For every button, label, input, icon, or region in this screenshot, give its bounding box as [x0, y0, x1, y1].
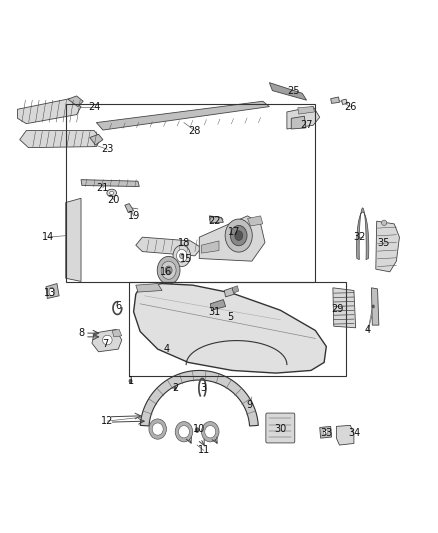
Text: 26: 26 — [344, 102, 357, 111]
Polygon shape — [320, 426, 332, 438]
Ellipse shape — [201, 422, 219, 442]
Ellipse shape — [323, 430, 328, 435]
Ellipse shape — [372, 305, 374, 308]
Text: 21: 21 — [97, 183, 109, 192]
Polygon shape — [125, 204, 134, 213]
Text: 1: 1 — [128, 376, 134, 386]
Ellipse shape — [195, 427, 199, 433]
Text: 32: 32 — [353, 232, 365, 242]
Polygon shape — [199, 216, 265, 261]
FancyBboxPatch shape — [266, 413, 295, 443]
Ellipse shape — [174, 386, 177, 390]
Bar — [66, 104, 315, 282]
Ellipse shape — [235, 231, 243, 240]
Text: 24: 24 — [88, 102, 100, 111]
Ellipse shape — [178, 425, 189, 438]
Ellipse shape — [381, 220, 387, 225]
Text: 25: 25 — [287, 86, 300, 95]
Text: 3: 3 — [201, 383, 207, 393]
Text: 20: 20 — [108, 195, 120, 205]
Ellipse shape — [102, 335, 112, 345]
Polygon shape — [68, 96, 83, 107]
Polygon shape — [371, 288, 379, 325]
Polygon shape — [136, 237, 201, 256]
Text: 5: 5 — [227, 312, 233, 322]
Bar — [129, 282, 346, 376]
Text: 4: 4 — [163, 344, 170, 354]
Ellipse shape — [161, 261, 176, 279]
Ellipse shape — [175, 422, 193, 442]
Polygon shape — [376, 221, 399, 272]
Polygon shape — [81, 180, 139, 187]
Polygon shape — [287, 107, 320, 129]
Text: 15: 15 — [180, 254, 192, 263]
Polygon shape — [134, 284, 326, 373]
Ellipse shape — [165, 266, 172, 274]
Ellipse shape — [173, 245, 191, 266]
Text: 35: 35 — [377, 238, 389, 247]
Text: 13: 13 — [44, 288, 57, 298]
Polygon shape — [247, 216, 263, 226]
Polygon shape — [18, 99, 81, 124]
Ellipse shape — [157, 256, 180, 284]
Polygon shape — [333, 288, 356, 328]
Polygon shape — [140, 370, 258, 426]
Text: 22: 22 — [208, 216, 221, 226]
Polygon shape — [112, 329, 122, 337]
Text: 8: 8 — [78, 328, 84, 338]
Polygon shape — [201, 241, 219, 253]
Ellipse shape — [177, 249, 187, 262]
Polygon shape — [46, 284, 59, 298]
Ellipse shape — [205, 425, 215, 438]
Text: 6: 6 — [115, 302, 121, 311]
Ellipse shape — [129, 379, 132, 383]
Ellipse shape — [230, 225, 247, 246]
Polygon shape — [210, 300, 226, 310]
Polygon shape — [96, 101, 269, 130]
Polygon shape — [298, 107, 314, 114]
Polygon shape — [136, 284, 162, 292]
Text: 11: 11 — [198, 446, 210, 455]
Text: 19: 19 — [127, 211, 140, 221]
Ellipse shape — [180, 253, 184, 259]
Polygon shape — [357, 208, 369, 260]
Text: 17: 17 — [228, 227, 240, 237]
Polygon shape — [66, 198, 81, 281]
Ellipse shape — [149, 419, 166, 439]
Text: 4: 4 — [365, 326, 371, 335]
Text: 16: 16 — [160, 267, 173, 277]
Polygon shape — [232, 286, 239, 293]
Ellipse shape — [110, 191, 114, 195]
Text: 12: 12 — [101, 416, 113, 426]
Polygon shape — [269, 83, 307, 100]
Text: 9: 9 — [247, 400, 253, 410]
Text: 18: 18 — [178, 238, 190, 247]
Text: 30: 30 — [274, 424, 286, 434]
Text: 23: 23 — [101, 144, 113, 154]
Text: 28: 28 — [189, 126, 201, 135]
Ellipse shape — [49, 287, 54, 296]
Ellipse shape — [225, 219, 252, 252]
Polygon shape — [224, 288, 234, 297]
Polygon shape — [92, 329, 122, 352]
Polygon shape — [90, 134, 103, 145]
Ellipse shape — [107, 189, 117, 197]
Text: 31: 31 — [208, 307, 221, 317]
Text: 29: 29 — [331, 304, 343, 314]
Polygon shape — [336, 425, 354, 445]
Text: 27: 27 — [300, 120, 313, 130]
Text: 33: 33 — [320, 428, 332, 438]
Text: 14: 14 — [42, 232, 54, 242]
Polygon shape — [342, 99, 347, 104]
Text: 34: 34 — [349, 428, 361, 438]
Text: 7: 7 — [102, 339, 108, 349]
Text: 2: 2 — [172, 383, 178, 393]
Ellipse shape — [152, 423, 163, 435]
Polygon shape — [20, 131, 101, 148]
Polygon shape — [331, 97, 339, 103]
Polygon shape — [291, 116, 306, 129]
Polygon shape — [209, 216, 223, 223]
Text: 10: 10 — [193, 424, 205, 434]
